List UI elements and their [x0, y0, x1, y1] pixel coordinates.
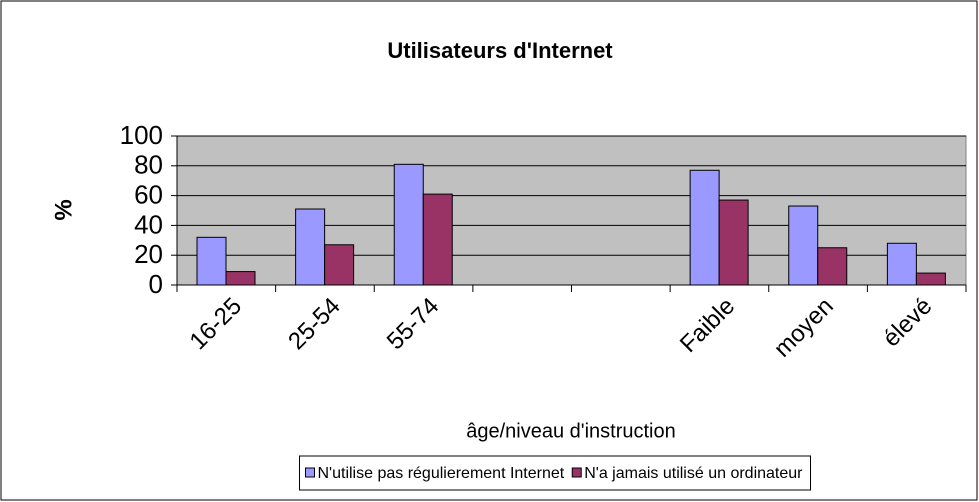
bar — [295, 208, 326, 286]
y-tick-label: 20 — [134, 239, 163, 269]
y-axis-title: % — [50, 199, 77, 220]
chart-title: Utilisateurs d'Internet — [387, 38, 613, 63]
bar — [422, 193, 453, 286]
bar — [393, 163, 424, 286]
legend-label: N'utilise pas régulierement Internet — [317, 465, 564, 482]
legend-box — [298, 455, 812, 491]
y-tick-label: 100 — [120, 120, 163, 150]
bar — [324, 244, 355, 286]
bar — [915, 272, 946, 286]
bar — [886, 242, 917, 286]
bar — [817, 247, 848, 286]
bar — [196, 236, 227, 286]
x-axis-title: âge/niveau d'instruction — [466, 420, 676, 442]
legend-swatch — [571, 467, 582, 478]
y-tick-label: 60 — [134, 179, 163, 209]
bar — [689, 169, 720, 286]
bar — [718, 199, 749, 286]
legend-label: N'a jamais utilisé un ordinateur — [584, 465, 803, 482]
y-tick-label: 0 — [149, 269, 163, 299]
bar — [225, 271, 256, 286]
y-tick-label: 40 — [134, 209, 163, 239]
y-tick-label: 80 — [134, 150, 163, 180]
legend-swatch — [304, 467, 315, 478]
bar — [788, 205, 819, 286]
